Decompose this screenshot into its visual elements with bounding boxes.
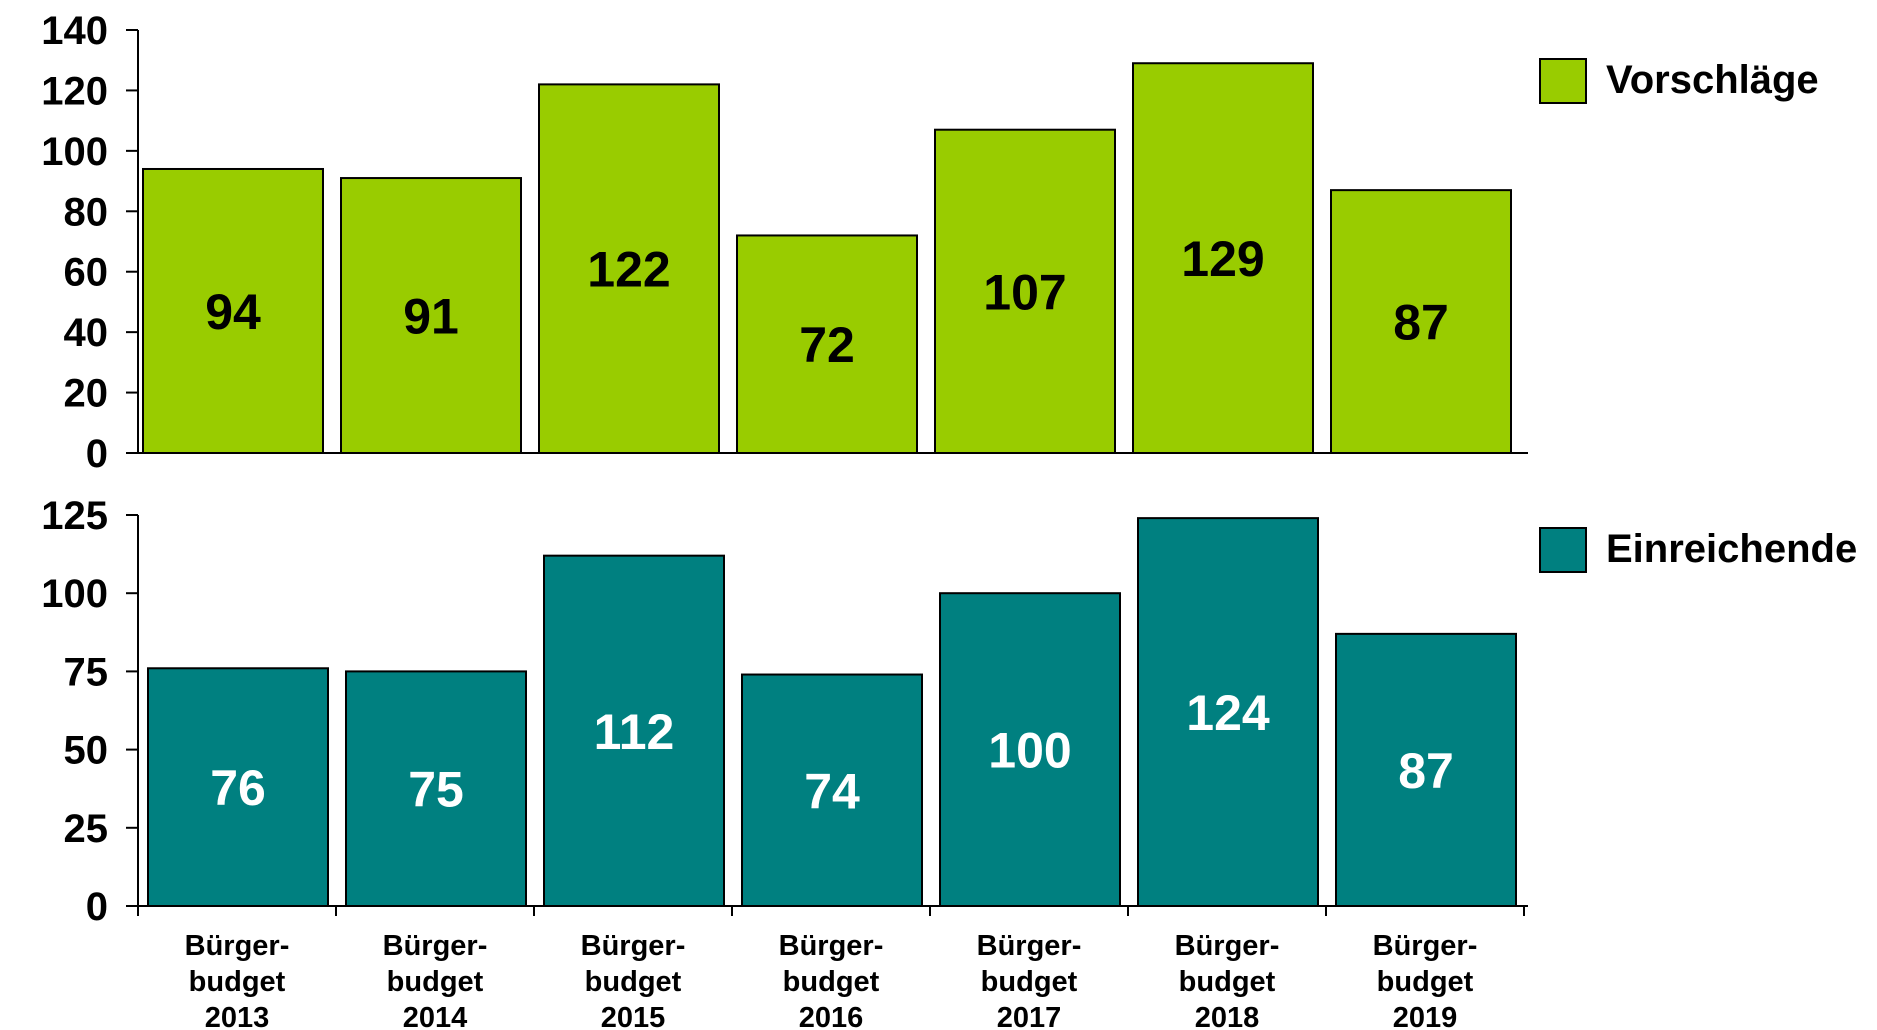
bar [340, 177, 522, 455]
category-label: Bürger-budget 2014 [383, 930, 488, 1030]
category-label-line: budget [1377, 966, 1474, 998]
bar-value-label: 129 [1181, 231, 1264, 287]
bar [538, 83, 720, 454]
bar [142, 167, 324, 454]
category-label-line: Bürger- [581, 930, 686, 962]
category-label: Bürger-budget 2018 [1175, 930, 1280, 1030]
legend-label: Vorschläge [1606, 58, 1819, 102]
bar-value-label: 112 [594, 704, 675, 760]
y-tick-label: 100 [41, 572, 108, 616]
bar [147, 667, 329, 907]
bar [543, 554, 725, 907]
y-tick-label: 0 [86, 885, 108, 929]
category-label: Bürger-budget 2019 [1373, 930, 1478, 1030]
y-tick-label: 60 [64, 251, 109, 295]
bar-value-label: 107 [983, 264, 1066, 320]
y-tick-label: 40 [64, 311, 109, 355]
category-label-line: Bürger- [1373, 930, 1478, 962]
y-tick-label: 0 [86, 432, 108, 476]
bar [1137, 517, 1319, 907]
bar-value-label: 94 [205, 284, 261, 340]
category-label: Bürger-budget 2017 [977, 930, 1082, 1030]
category-label: Bürger-budget 2013 [185, 930, 290, 1030]
category-label-line: Bürger- [977, 930, 1082, 962]
y-tick-label: 50 [64, 729, 109, 773]
category-label-line: 2017 [997, 1002, 1062, 1030]
y-tick-label: 125 [41, 494, 108, 538]
bar [1335, 632, 1517, 907]
y-tick-label: 140 [41, 9, 108, 53]
legend-swatch [1539, 58, 1587, 104]
legend-swatch [1539, 527, 1587, 573]
bar-value-label: 87 [1393, 295, 1449, 351]
bar-value-label: 124 [1186, 685, 1270, 741]
category-label-line: budget [387, 966, 484, 998]
category-label-line: 2018 [1195, 1002, 1260, 1030]
category-label-line: Bürger- [383, 930, 488, 962]
category-label-line: 2014 [403, 1002, 468, 1030]
bar [741, 673, 923, 908]
bar [1132, 62, 1314, 454]
bar-value-label: 72 [799, 317, 855, 373]
y-tick-label: 80 [64, 190, 109, 234]
bar-value-label: 87 [1398, 743, 1454, 799]
y-tick-label: 120 [41, 69, 108, 113]
category-label: Bürger-budget 2016 [779, 930, 884, 1030]
category-label-line: budget [585, 966, 682, 998]
category-label-line: 2016 [799, 1002, 864, 1030]
bar-value-label: 75 [408, 762, 464, 818]
y-tick-label: 20 [64, 372, 109, 416]
category-label-line: Bürger- [779, 930, 884, 962]
bar-value-label: 74 [804, 763, 860, 819]
bar-value-label: 91 [403, 289, 459, 345]
y-tick-label: 100 [41, 130, 108, 174]
category-label-line: budget [1179, 966, 1276, 998]
bar [1330, 189, 1512, 454]
category-label-line: Bürger- [185, 930, 290, 962]
bar-value-label: 100 [988, 723, 1071, 779]
bar-value-label: 122 [587, 242, 670, 298]
category-label-line: Bürger- [1175, 930, 1280, 962]
bar [736, 234, 918, 454]
category-label-line: 2019 [1393, 1002, 1458, 1030]
bar [934, 128, 1116, 454]
y-tick-label: 75 [64, 650, 109, 694]
category-label-line: budget [783, 966, 880, 998]
bar-value-label: 76 [210, 760, 266, 816]
category-label-line: 2013 [205, 1002, 270, 1030]
category-label-line: budget [189, 966, 286, 998]
category-label-line: 2015 [601, 1002, 666, 1030]
y-tick-label: 25 [64, 807, 109, 851]
legend-label: Einreichende [1606, 527, 1857, 571]
bar [345, 670, 527, 908]
category-label-line: budget [981, 966, 1078, 998]
category-label: Bürger-budget 2015 [581, 930, 686, 1030]
bar [939, 592, 1121, 907]
